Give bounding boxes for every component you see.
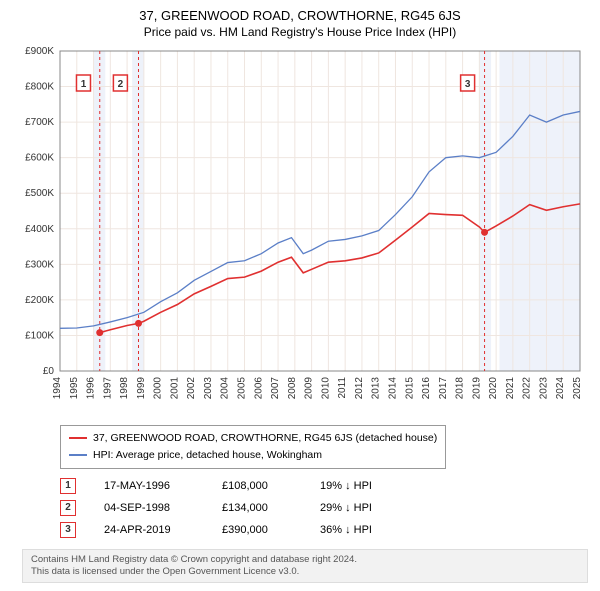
transaction-row: 2 04-SEP-1998 £134,000 29% ↓ HPI (60, 497, 588, 519)
legend-label: HPI: Average price, detached house, Woki… (93, 447, 322, 464)
transaction-price: £134,000 (222, 497, 292, 519)
footer-line-1: Contains HM Land Registry data © Crown c… (31, 554, 579, 566)
svg-text:2007: 2007 (270, 377, 281, 400)
legend-box: 37, GREENWOOD ROAD, CROWTHORNE, RG45 6JS… (60, 425, 446, 469)
svg-text:2020: 2020 (488, 377, 499, 400)
svg-text:3: 3 (465, 79, 471, 90)
svg-text:2015: 2015 (404, 377, 415, 400)
legend-label: 37, GREENWOOD ROAD, CROWTHORNE, RG45 6JS… (93, 430, 437, 447)
svg-text:1994: 1994 (52, 377, 63, 400)
svg-text:2024: 2024 (555, 377, 566, 400)
svg-text:1999: 1999 (136, 377, 147, 400)
svg-text:2009: 2009 (304, 377, 315, 400)
transaction-delta: 36% ↓ HPI (320, 519, 400, 541)
svg-text:£100K: £100K (25, 330, 54, 341)
svg-text:1996: 1996 (86, 377, 97, 400)
svg-text:£800K: £800K (25, 82, 54, 93)
transactions-table: 1 17-MAY-1996 £108,000 19% ↓ HPI 2 04-SEP-199… (60, 475, 588, 541)
svg-text:£200K: £200K (25, 295, 54, 306)
svg-text:1998: 1998 (119, 377, 130, 400)
transaction-date: 04-SEP-1998 (104, 497, 194, 519)
svg-text:2003: 2003 (203, 377, 214, 400)
svg-text:2010: 2010 (320, 377, 331, 400)
svg-text:2008: 2008 (287, 377, 298, 400)
svg-text:2005: 2005 (237, 377, 248, 400)
legend-row: HPI: Average price, detached house, Woki… (69, 447, 437, 464)
transaction-badge: 2 (60, 500, 76, 516)
svg-text:2000: 2000 (153, 377, 164, 400)
transaction-price: £108,000 (222, 475, 292, 497)
svg-text:1997: 1997 (102, 377, 113, 400)
svg-text:1995: 1995 (69, 377, 80, 400)
legend-swatch (69, 454, 87, 456)
transaction-date: 24-APR-2019 (104, 519, 194, 541)
svg-text:£400K: £400K (25, 224, 54, 235)
svg-text:2022: 2022 (522, 377, 533, 400)
svg-text:2025: 2025 (572, 377, 583, 400)
svg-text:2014: 2014 (387, 377, 398, 400)
legend-swatch (69, 437, 87, 439)
svg-text:2002: 2002 (186, 377, 197, 400)
svg-text:£0: £0 (43, 366, 55, 377)
svg-text:£600K: £600K (25, 153, 54, 164)
footer-note: Contains HM Land Registry data © Crown c… (22, 549, 588, 584)
svg-text:£300K: £300K (25, 259, 54, 270)
svg-text:2004: 2004 (220, 377, 231, 400)
chart-subtitle: Price paid vs. HM Land Registry's House … (12, 25, 588, 39)
svg-text:£500K: £500K (25, 188, 54, 199)
svg-text:£700K: £700K (25, 117, 54, 128)
footer-line-2: This data is licensed under the Open Gov… (31, 566, 579, 578)
svg-text:2006: 2006 (253, 377, 264, 400)
svg-text:2021: 2021 (505, 377, 516, 400)
transaction-delta: 29% ↓ HPI (320, 497, 400, 519)
svg-text:2018: 2018 (455, 377, 466, 400)
transaction-delta: 19% ↓ HPI (320, 475, 400, 497)
transaction-badge: 1 (60, 478, 76, 494)
svg-text:2016: 2016 (421, 377, 432, 400)
svg-text:2012: 2012 (354, 377, 365, 400)
transaction-row: 1 17-MAY-1996 £108,000 19% ↓ HPI (60, 475, 588, 497)
legend-row: 37, GREENWOOD ROAD, CROWTHORNE, RG45 6JS… (69, 430, 437, 447)
transaction-price: £390,000 (222, 519, 292, 541)
svg-text:2: 2 (118, 79, 124, 90)
svg-text:2019: 2019 (471, 377, 482, 400)
figure-container: 37, GREENWOOD ROAD, CROWTHORNE, RG45 6JS… (0, 0, 600, 591)
svg-text:£900K: £900K (25, 47, 54, 57)
svg-text:2011: 2011 (337, 377, 348, 399)
transaction-row: 3 24-APR-2019 £390,000 36% ↓ HPI (60, 519, 588, 541)
svg-text:2017: 2017 (438, 377, 449, 400)
svg-text:2013: 2013 (371, 377, 382, 400)
chart-title: 37, GREENWOOD ROAD, CROWTHORNE, RG45 6JS (12, 8, 588, 23)
line-chart-svg: £0 £100K £200K £300K £400K £500K £600K £700K £80… (12, 47, 588, 417)
chart-area: £0 £100K £200K £300K £400K £500K £600K £700K £80… (12, 47, 588, 417)
svg-text:2023: 2023 (538, 377, 549, 400)
transaction-badge: 3 (60, 522, 76, 538)
transaction-date: 17-MAY-1996 (104, 475, 194, 497)
svg-text:2001: 2001 (169, 377, 180, 400)
svg-text:1: 1 (81, 79, 87, 90)
